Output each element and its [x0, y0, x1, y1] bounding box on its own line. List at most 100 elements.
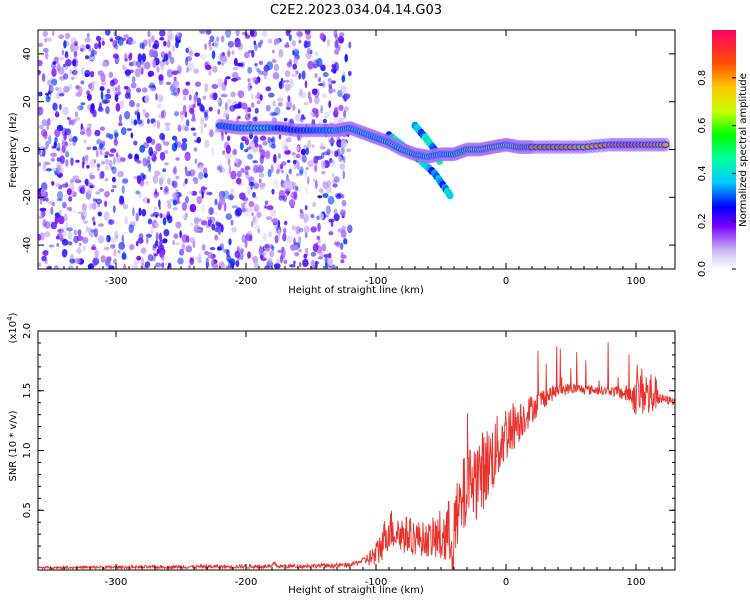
noise-blob — [205, 30, 212, 35]
noise-blob — [117, 84, 121, 92]
noise-blob — [249, 30, 255, 37]
noise-blob — [230, 219, 234, 226]
noise-blob — [225, 265, 229, 269]
noise-blob — [160, 110, 164, 119]
noise-blob — [217, 228, 221, 236]
noise-blob — [227, 259, 233, 263]
noise-blob — [310, 259, 316, 268]
noise-blob — [276, 38, 280, 45]
noise-blob — [337, 44, 341, 51]
noise-blob — [331, 172, 335, 179]
noise-blob — [283, 259, 288, 264]
noise-blob — [293, 244, 299, 251]
noise-blob — [244, 239, 248, 248]
noise-blob — [159, 212, 163, 219]
noise-blob — [121, 252, 127, 260]
noise-blob — [247, 251, 251, 259]
noise-blob — [88, 57, 95, 61]
noise-blob — [341, 199, 347, 207]
noise-blob — [313, 96, 320, 105]
noise-blob — [97, 223, 104, 227]
noise-blob — [208, 45, 213, 51]
noise-blob — [180, 111, 185, 115]
noise-blob — [161, 262, 165, 269]
noise-blob — [166, 39, 171, 49]
noise-blob — [181, 138, 188, 143]
noise-blob — [130, 132, 134, 139]
noise-blob — [172, 180, 178, 189]
noise-blob — [52, 30, 55, 37]
noise-blob — [234, 40, 242, 48]
noise-blob — [128, 69, 135, 74]
noise-blob — [121, 184, 125, 194]
noise-blob — [244, 165, 251, 171]
noise-blob — [122, 203, 129, 210]
noise-blob — [270, 208, 277, 217]
noise-blob — [84, 73, 90, 78]
noise-blob — [201, 191, 204, 199]
noise-blob — [252, 160, 258, 164]
noise-blob — [162, 58, 166, 63]
noise-blob — [173, 70, 180, 74]
noise-blob — [125, 40, 129, 45]
noise-blob — [233, 57, 238, 67]
snr-panel: -300 -200 -100 0 100 0.5 1.0 1.5 2.0 Height of … — [6, 312, 676, 596]
noise-blob — [152, 174, 159, 184]
noise-blob — [126, 128, 133, 132]
noise-blob — [40, 210, 46, 217]
noise-blob — [209, 247, 216, 251]
noise-blob — [172, 199, 178, 206]
noise-blob — [246, 146, 252, 150]
noise-blob — [221, 52, 225, 57]
noise-blob — [262, 232, 267, 241]
noise-blob — [277, 219, 280, 228]
noise-blob — [147, 254, 154, 262]
noise-blob — [286, 61, 293, 68]
noise-blob — [198, 253, 202, 261]
noise-blob — [59, 226, 65, 230]
noise-blob — [208, 106, 213, 112]
noise-blob — [337, 228, 344, 233]
noise-blob — [76, 235, 84, 242]
noise-blob — [247, 186, 251, 196]
noise-blob — [294, 252, 300, 257]
noise-blob — [62, 106, 69, 116]
noise-blob — [269, 250, 275, 258]
noise-blob — [250, 253, 254, 260]
noise-blob — [113, 129, 119, 139]
noise-blob — [282, 139, 289, 147]
noise-blob — [196, 196, 203, 204]
noise-blob — [261, 70, 269, 76]
noise-blob — [318, 188, 324, 194]
noise-blob — [207, 218, 212, 227]
noise-blob — [284, 83, 291, 92]
noise-blob — [333, 213, 340, 222]
noise-blob — [82, 156, 86, 165]
noise-blob — [344, 93, 351, 99]
noise-blob — [50, 221, 58, 230]
noise-blob — [338, 156, 343, 162]
noise-blob — [231, 205, 238, 209]
noise-blob — [112, 184, 117, 189]
noise-blob — [42, 30, 49, 37]
noise-blob — [333, 30, 338, 38]
noise-blob — [94, 129, 101, 137]
noise-blob — [283, 228, 287, 234]
noise-blob — [241, 31, 248, 36]
snr-scale-factor-base: (x10 — [8, 321, 19, 344]
noise-blob — [89, 158, 96, 168]
noise-blob — [289, 264, 296, 268]
noise-blob — [156, 120, 160, 129]
noise-blob — [181, 202, 188, 211]
noise-blob — [177, 257, 184, 265]
noise-blob — [123, 34, 129, 39]
noise-blob — [156, 248, 160, 255]
noise-blob — [103, 211, 110, 221]
noise-blob — [181, 124, 187, 131]
noise-blob — [287, 136, 292, 143]
noise-blob — [83, 155, 89, 165]
noise-blob — [120, 157, 126, 163]
noise-blob — [253, 203, 260, 212]
noise-blob — [236, 76, 242, 81]
